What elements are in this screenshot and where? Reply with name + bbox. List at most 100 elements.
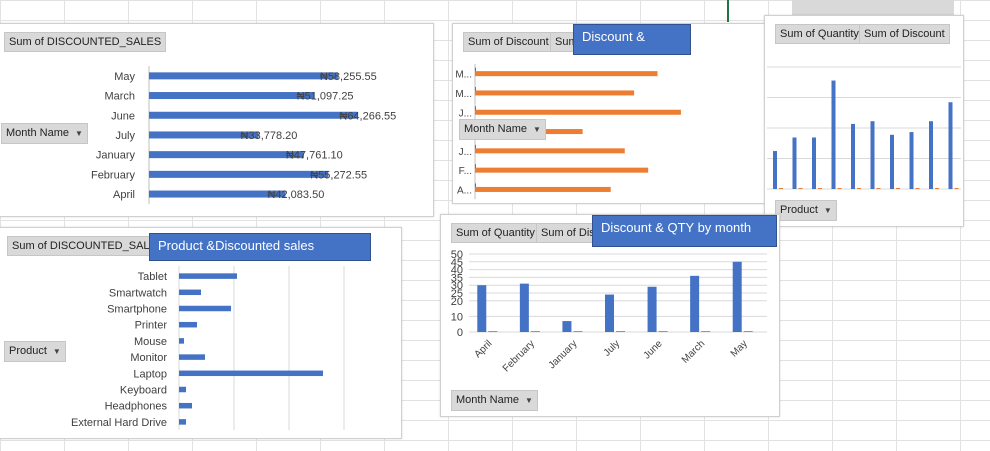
field-button-sum-of-quantity-3[interactable]: Sum of Quantity: [775, 24, 864, 44]
chart2-bar-series2: [475, 71, 658, 77]
chart5-ytick-label: 0: [457, 327, 463, 339]
chart5-category-label: July: [602, 338, 622, 358]
chart4-bar: [179, 338, 184, 344]
field-button-sum-of-discount[interactable]: Sum of Discount: [463, 32, 554, 52]
chart-sales-by-product[interactable]: Sum of DISCOUNTED_SALES Product &Discoun…: [0, 227, 402, 439]
chart4-category-label: Tablet: [138, 271, 167, 283]
chart5-bar-series2: [488, 331, 498, 332]
chart5-bar-series1: [647, 286, 657, 332]
chart1-bar: [149, 131, 259, 139]
chart4-bar: [179, 321, 197, 328]
chart3-bar-series1: [909, 132, 914, 189]
field-button-sum-discounted-sales[interactable]: Sum of DISCOUNTED_SALES: [4, 32, 167, 52]
chart4-plot: Tablet Smartwatch Smartphone Printer Mouse Mo…: [71, 266, 345, 430]
chart1-data-label: ₦58,255.55: [320, 71, 377, 83]
chart4-category-label: Mouse: [134, 336, 167, 348]
chart5-bar-series1: [477, 285, 487, 332]
chart2-bar-series2: [475, 90, 635, 96]
chart4-title[interactable]: Product &Discounted sales: [149, 233, 371, 261]
chart4-category-label: Smartphone: [107, 304, 167, 316]
chart5-bar-series1: [519, 283, 529, 332]
chart3-bar-series2: [876, 188, 881, 189]
chart1-bar: [149, 92, 315, 100]
chart1-bar: [149, 111, 358, 119]
chart3-plot: [767, 66, 961, 190]
chart4-bar: [179, 305, 231, 312]
chart4-category-label: Laptop: [133, 368, 167, 380]
field-button-month-name-2[interactable]: Month Name ▼: [459, 119, 546, 140]
field-button-month-name[interactable]: Month Name ▼: [1, 123, 88, 144]
chart3-bar-series2: [818, 188, 822, 189]
chart4-bar: [179, 402, 192, 409]
chart3-bar-series2: [798, 188, 803, 189]
field-button-sum-of-discount-3[interactable]: Sum of Discount: [859, 24, 950, 44]
chart5-category-label: April: [472, 338, 494, 360]
chart1-bar: [149, 151, 304, 159]
chart2-category-label: M...: [455, 89, 472, 100]
chart5-bar-series2: [530, 331, 540, 332]
field-button-sum-of-quantity-5[interactable]: Sum of Quantity: [451, 223, 540, 243]
chart3-bar-series2: [915, 188, 920, 189]
chart-sales-by-month[interactable]: Sum of DISCOUNTED_SALES Month Name ▼ May ₦…: [0, 23, 434, 217]
chart2-bar-series2: [475, 148, 625, 154]
chart5-category-label: March: [680, 338, 707, 365]
chart1-category-label: March: [104, 91, 135, 103]
chart3-bar-series1: [792, 137, 797, 189]
chart5-ytick-label: 25: [451, 288, 463, 300]
chart5-bar-series2: [616, 331, 625, 332]
chart1-bar: [149, 170, 329, 178]
chart1-data-label: ₦42,083.50: [267, 189, 324, 201]
chart5-category-label: May: [729, 338, 750, 359]
dropdown-arrow-icon: ▼: [524, 396, 533, 405]
dropdown-arrow-icon: ▼: [74, 129, 83, 138]
chart5-bar-series2: [573, 331, 583, 332]
chart1-category-label: April: [113, 189, 135, 201]
field-button-month-name-5[interactable]: Month Name ▼: [451, 390, 538, 411]
chart4-bar: [179, 354, 205, 360]
chart3-bar-series2: [935, 188, 939, 189]
chart5-title[interactable]: Discount & QTY by month: [592, 215, 777, 247]
dropdown-arrow-icon: ▼: [52, 347, 61, 356]
field-button-sum-of-discount-5[interactable]: Sum of Discount: [536, 223, 594, 243]
chart3-bar-series2: [857, 188, 861, 189]
chart5-ytick-label: 50: [451, 249, 463, 261]
chart1-data-label: ₦33,778.20: [241, 130, 298, 142]
chart4-category-label: Monitor: [130, 352, 167, 364]
chart4-category-label: External Hard Drive: [71, 417, 167, 429]
chart5-ytick-label: 30: [451, 280, 463, 292]
chart3-bar-series2: [954, 188, 959, 189]
chart2-bar-series1: [475, 164, 476, 170]
chart4-bar: [179, 273, 237, 279]
chart3-bar-series2: [779, 188, 783, 189]
chart1-plot: May ₦58,255.55 March ₦51,097.25 June ₦64,266.…: [91, 66, 396, 204]
chart5-ytick-label: 45: [451, 257, 463, 269]
chart1-category-label: February: [91, 169, 136, 181]
chart-discount-by-month[interactable]: Sum of Discount Sum of Quantity Discount…: [452, 23, 765, 204]
field-button-product-3[interactable]: Product ▼: [775, 200, 837, 221]
dropdown-arrow-icon: ▼: [532, 125, 541, 134]
chart4-category-label: Keyboard: [120, 385, 167, 397]
chart3-bar-series1: [948, 102, 953, 189]
selected-cell-fill: [792, 0, 954, 15]
chart-qty-by-product[interactable]: Sum of Quantity Sum of Discount Product ▼: [764, 15, 964, 227]
chart3-bar-series1: [870, 121, 875, 189]
chart1-data-label: ₦55,272.55: [310, 169, 367, 181]
chart5-category-label: January: [547, 338, 580, 371]
chart2-bar-series2: [475, 109, 681, 115]
chart2-title[interactable]: Discount &: [573, 24, 691, 55]
chart-qty-by-month[interactable]: Sum of Quantity Sum of Discount Discount…: [440, 214, 780, 417]
chart4-category-label: Printer: [135, 320, 168, 332]
chart4-category-label: Headphones: [105, 401, 168, 413]
chart5-bar-series1: [562, 321, 572, 332]
chart2-category-label: A...: [457, 185, 472, 196]
field-button-product-4[interactable]: Product ▼: [4, 341, 66, 362]
chart5-category-label: February: [501, 338, 537, 374]
chart1-category-label: January: [96, 150, 136, 162]
chart5-ytick-label: 35: [451, 272, 463, 284]
chart2-category-label: F...: [459, 166, 472, 177]
chart5-bar-series1: [732, 261, 742, 332]
chart3-bar-series1: [812, 137, 816, 189]
chart2-category-label: J...: [459, 147, 472, 158]
chart5-bar-series2: [743, 331, 753, 332]
